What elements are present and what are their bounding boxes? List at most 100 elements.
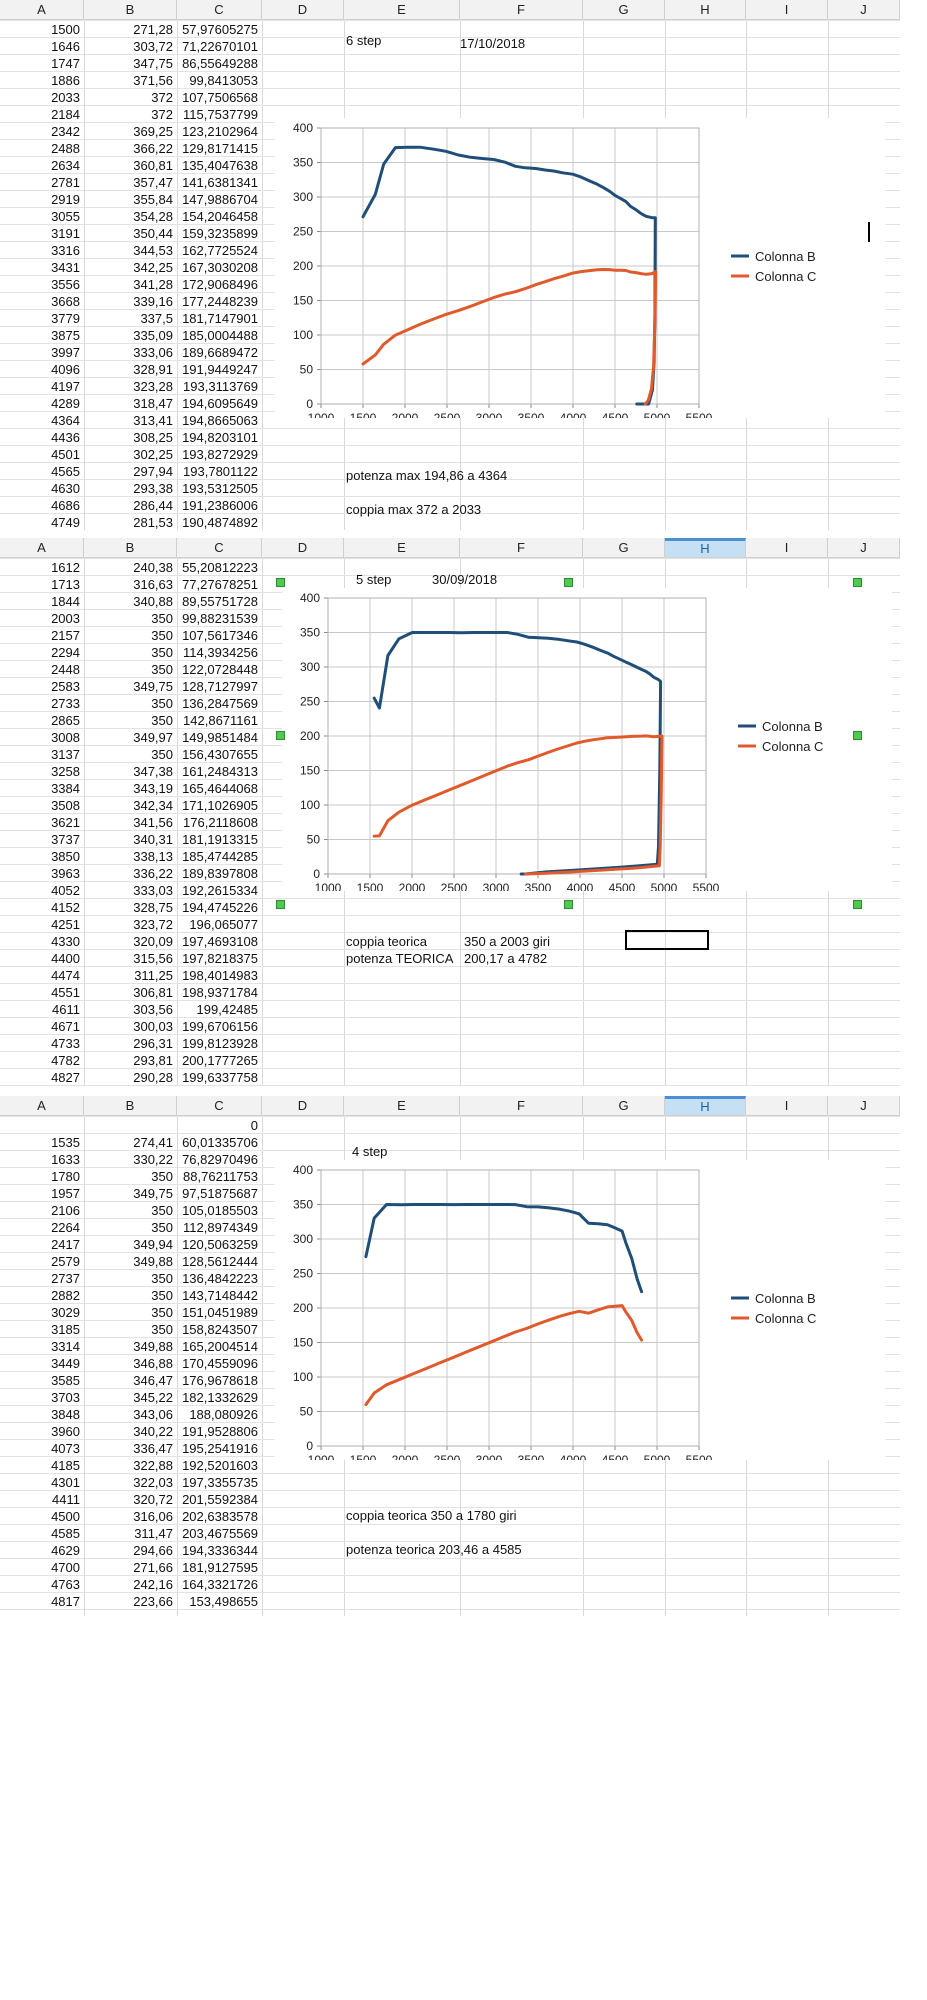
cell-c[interactable]: 142,8671161 [183, 713, 258, 728]
cell-b[interactable]: 349,94 [133, 1237, 173, 1252]
column-header-f[interactable]: F [460, 1096, 583, 1115]
cell-a[interactable]: 1886 [51, 73, 80, 88]
cell-a[interactable]: 4782 [51, 1053, 80, 1068]
cell-b[interactable]: 338,13 [133, 849, 173, 864]
cell-a[interactable]: 1612 [51, 560, 80, 575]
cell-c[interactable]: 76,82970496 [182, 1152, 258, 1167]
cell-a[interactable]: 2733 [51, 696, 80, 711]
cell-c[interactable]: 195,2541916 [182, 1441, 258, 1456]
cell-b[interactable]: 320,09 [133, 934, 173, 949]
cell-b[interactable]: 345,22 [133, 1390, 173, 1405]
chart-6-step[interactable]: 0 50 100 150 200 250 300 350 400 1000 1500 2000 2500… [275, 118, 885, 418]
cell-a[interactable]: 4585 [51, 1526, 80, 1541]
cell-a[interactable]: 4301 [51, 1475, 80, 1490]
cell-a[interactable]: 2106 [51, 1203, 80, 1218]
column-header-g[interactable]: G [583, 0, 665, 19]
cell-a[interactable]: 3621 [51, 815, 80, 830]
cell-c[interactable]: 193,8272929 [182, 447, 258, 462]
cell-a[interactable]: 3449 [51, 1356, 80, 1371]
cell-a[interactable]: 3848 [51, 1407, 80, 1422]
cell-a[interactable]: 2264 [51, 1220, 80, 1235]
cell-b[interactable]: 308,25 [133, 430, 173, 445]
cell-b[interactable]: 328,75 [133, 900, 173, 915]
cell-c[interactable]: 86,55649288 [182, 56, 258, 71]
cell-a[interactable]: 4152 [51, 900, 80, 915]
cell-a[interactable]: 4436 [51, 430, 80, 445]
cell-c[interactable]: 149,9851484 [182, 730, 258, 745]
cell-c[interactable]: 185,0004488 [182, 328, 258, 343]
cell-b[interactable]: 297,94 [133, 464, 173, 479]
cell-b[interactable]: 350 [151, 1203, 173, 1218]
column-header-b[interactable]: B [84, 0, 177, 19]
cell-a[interactable]: 3384 [51, 781, 80, 796]
cell-c[interactable]: 128,5612444 [182, 1254, 258, 1269]
cell-a[interactable]: 2737 [51, 1271, 80, 1286]
cell-c[interactable]: 162,7725524 [182, 243, 258, 258]
column-header-e[interactable]: E [344, 1096, 460, 1115]
cell-b[interactable]: 322,88 [133, 1458, 173, 1473]
cell-b[interactable]: 242,16 [133, 1577, 173, 1592]
cell-a[interactable]: 1713 [51, 577, 80, 592]
cell-b[interactable]: 286,44 [133, 498, 173, 513]
cell-c[interactable]: 77,27678251 [182, 577, 258, 592]
cell-a[interactable]: 4197 [51, 379, 80, 394]
column-header-b[interactable]: B [84, 1096, 177, 1115]
cell-c[interactable]: 193,3113769 [183, 379, 258, 394]
column-header-i[interactable]: I [746, 538, 828, 557]
cell-c[interactable]: 107,7506568 [182, 90, 258, 105]
column-header-j[interactable]: J [828, 1096, 900, 1115]
cell-c[interactable]: 188,080926 [189, 1407, 258, 1422]
cell-b[interactable]: 342,25 [133, 260, 173, 275]
chart-4-step[interactable]: 0 50 100 150 200 250 300 350 400 1000 1500 2000 2500… [275, 1160, 885, 1460]
cell-b[interactable]: 369,25 [133, 124, 173, 139]
cell-b[interactable]: 354,28 [133, 209, 173, 224]
cell-b[interactable]: 340,22 [133, 1424, 173, 1439]
cell-c[interactable]: 194,4745226 [182, 900, 258, 915]
cell-b[interactable]: 372 [151, 90, 173, 105]
cell-b[interactable]: 357,47 [133, 175, 173, 190]
cell-b[interactable]: 240,38 [133, 560, 173, 575]
cell-c[interactable]: 147,9886704 [182, 192, 258, 207]
cell-a[interactable]: 1957 [51, 1186, 80, 1201]
cell-b[interactable]: 311,25 [134, 968, 173, 983]
cell-c[interactable]: 192,5201603 [182, 1458, 258, 1473]
cell-a[interactable]: 3029 [51, 1305, 80, 1320]
cell-b[interactable]: 281,53 [133, 515, 173, 530]
cell-c[interactable]: 123,2102964 [182, 124, 258, 139]
column-header-e[interactable]: E [344, 538, 460, 557]
cell-c[interactable]: 199,8123928 [182, 1036, 258, 1051]
cell-a[interactable]: 4700 [51, 1560, 80, 1575]
cell-b[interactable]: 350 [151, 628, 173, 643]
cell-c[interactable]: 198,4014983 [182, 968, 258, 983]
cell-b[interactable]: 296,31 [133, 1036, 173, 1051]
cell-a[interactable]: 4501 [51, 447, 80, 462]
cell-c[interactable]: 165,4644068 [182, 781, 258, 796]
chart-handle[interactable] [564, 900, 573, 909]
cell-a[interactable]: 3960 [51, 1424, 80, 1439]
cell-a[interactable]: 2184 [51, 107, 80, 122]
cell-b[interactable]: 303,72 [133, 39, 173, 54]
column-header-a[interactable]: A [0, 1096, 84, 1115]
cell-b[interactable]: 350 [151, 662, 173, 677]
cell-a[interactable]: 3055 [51, 209, 80, 224]
chart-handle[interactable] [276, 578, 285, 587]
cell-a[interactable]: 4052 [51, 883, 80, 898]
cell-b[interactable]: 290,28 [133, 1070, 173, 1085]
cell-c[interactable]: 135,4047638 [182, 158, 258, 173]
cell-b[interactable]: 349,75 [133, 679, 173, 694]
cell-c[interactable]: 171,1026905 [182, 798, 258, 813]
cell-a[interactable]: 3191 [51, 226, 80, 241]
cell-b[interactable]: 328,91 [133, 362, 173, 377]
cell-b[interactable]: 293,38 [133, 481, 173, 496]
cell-c[interactable]: 99,8413053 [189, 73, 258, 88]
cell-c[interactable]: 151,0451989 [182, 1305, 258, 1320]
cell-c[interactable]: 181,7147901 [182, 311, 258, 326]
cell-b[interactable]: 300,03 [133, 1019, 173, 1034]
cell-b[interactable]: 341,28 [133, 277, 173, 292]
cell-b[interactable]: 271,66 [133, 1560, 173, 1575]
cell-b[interactable]: 341,56 [133, 815, 173, 830]
cell-b[interactable]: 349,88 [133, 1339, 173, 1354]
cell-c[interactable]: 0 [250, 1118, 258, 1133]
cell-c[interactable]: 136,2847569 [182, 696, 258, 711]
cell-c[interactable]: 97,51875687 [182, 1186, 258, 1201]
